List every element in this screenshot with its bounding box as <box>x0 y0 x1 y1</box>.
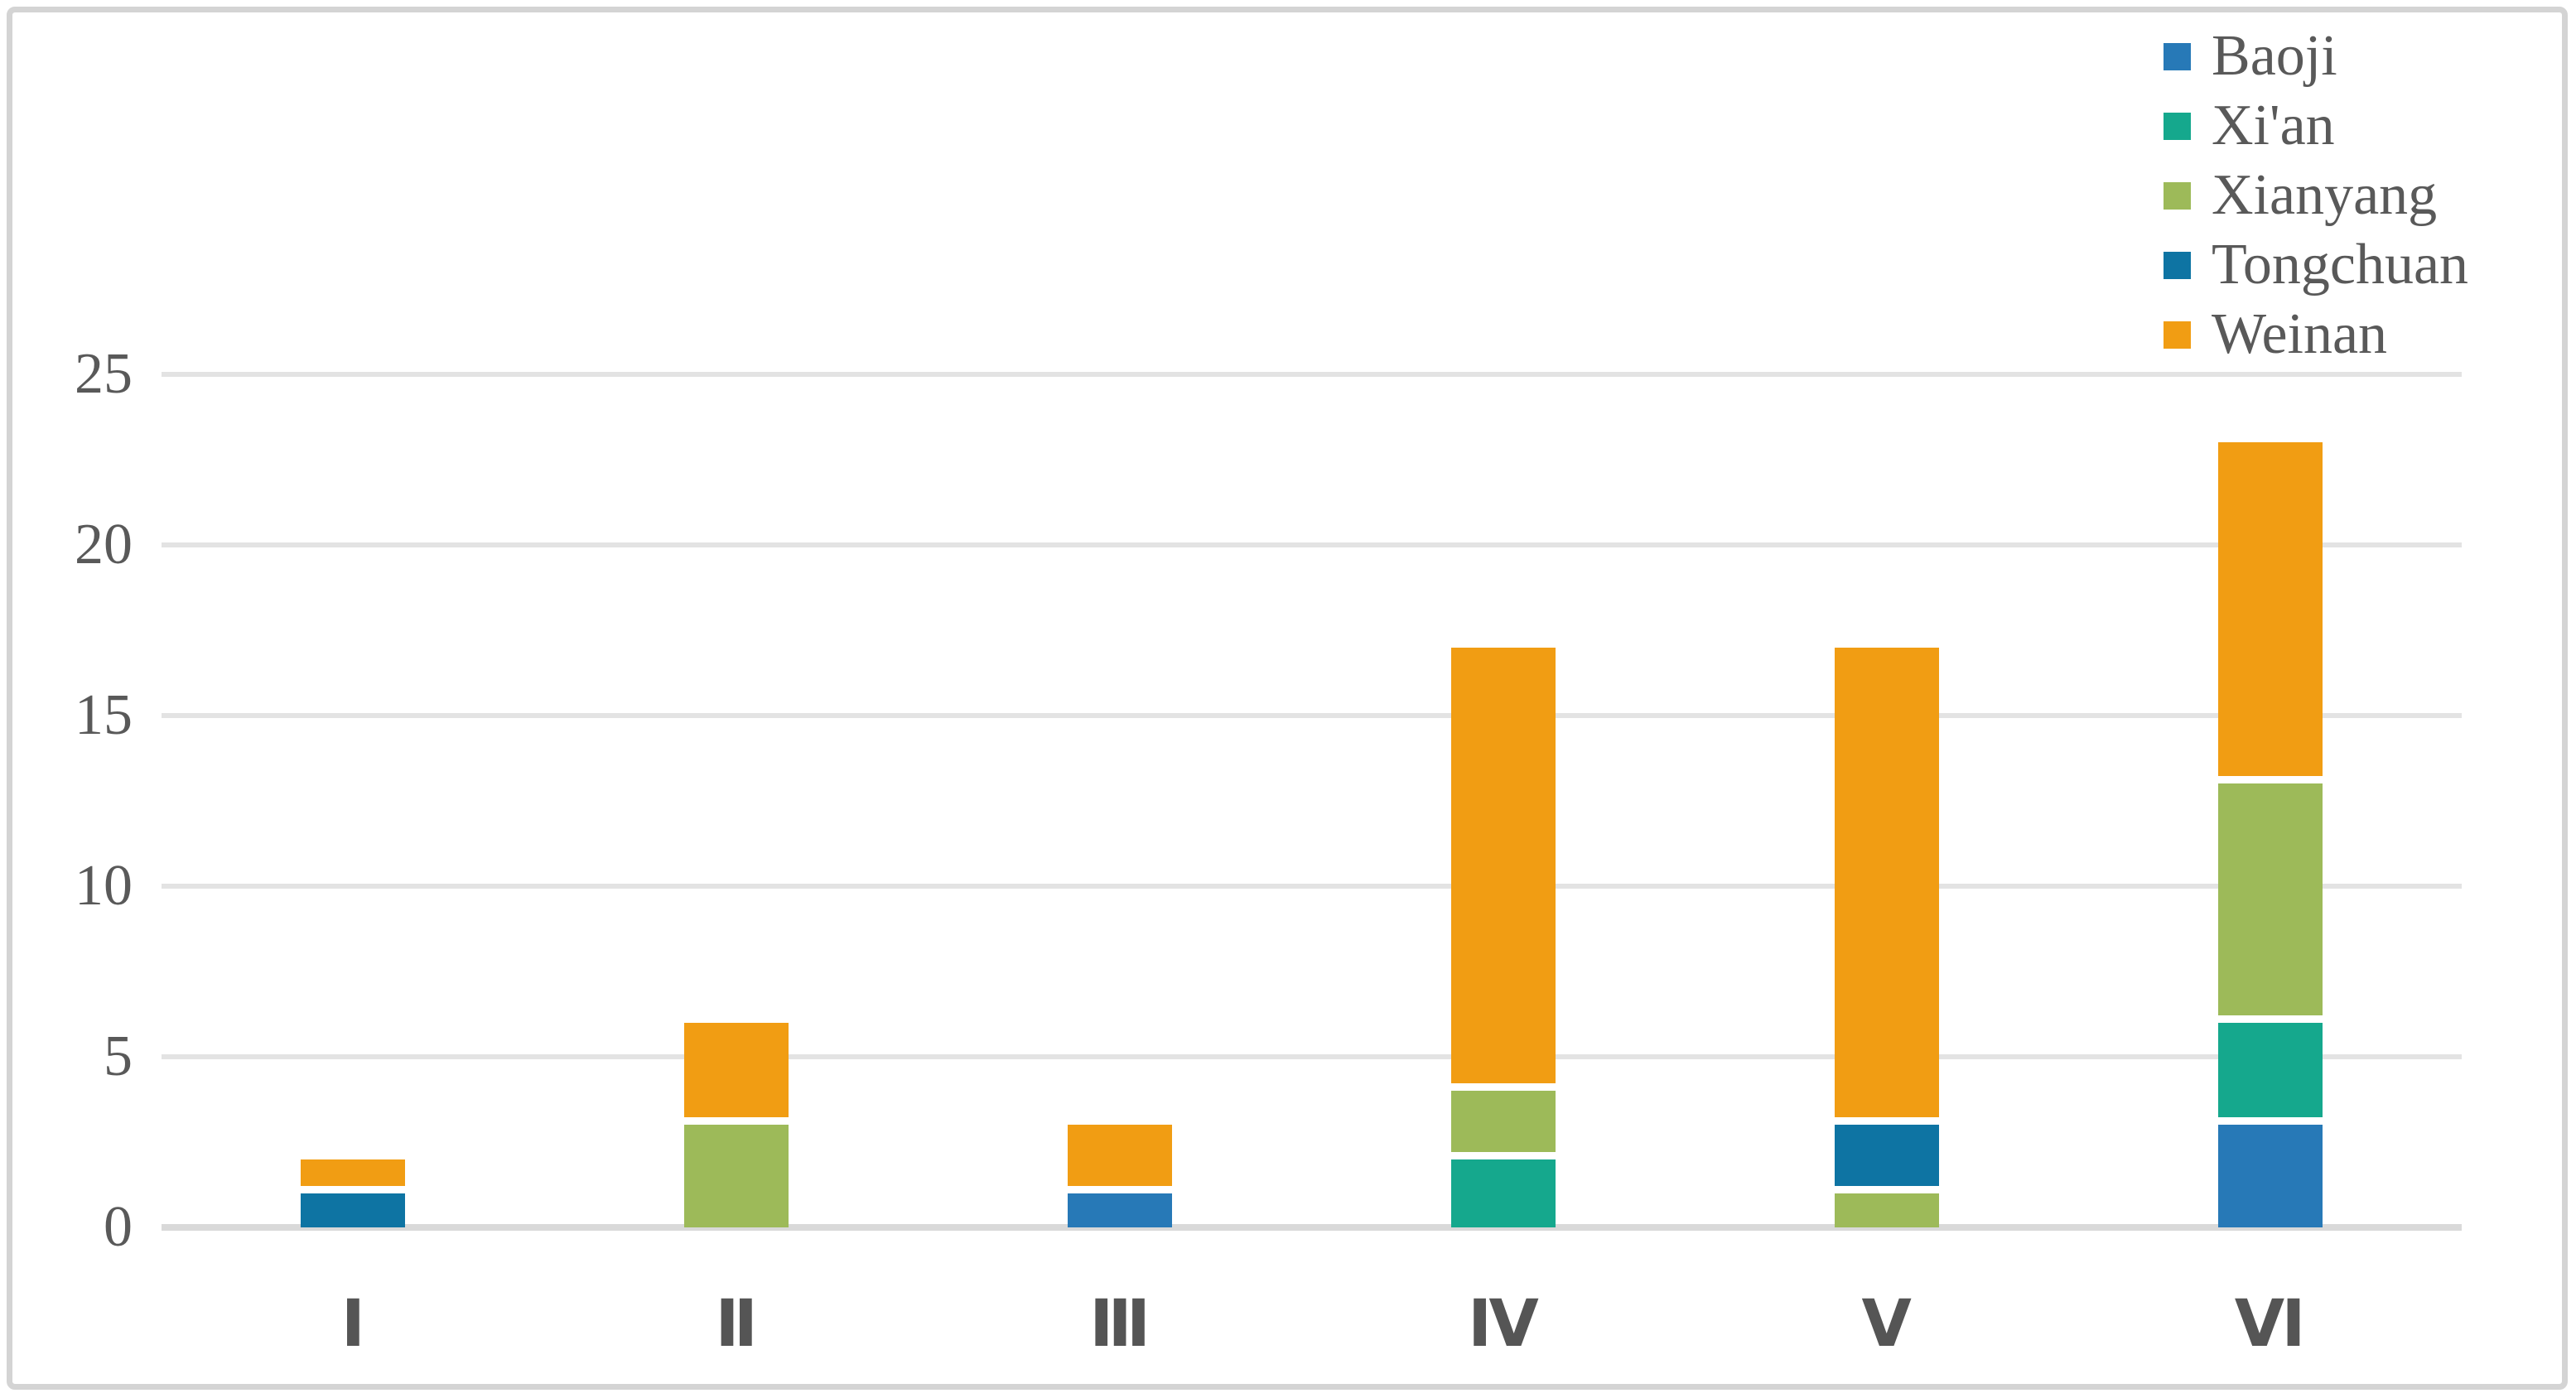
bar-segment-tongchuan <box>1834 1125 1939 1193</box>
legend-item-tongchuan: Tongchuan <box>2164 230 2468 300</box>
x-tick-label-5: Ⅴ <box>1861 1287 1912 1362</box>
x-tick-label-4: Ⅳ <box>1468 1287 1539 1362</box>
legend-item-xianyang: Xianyang <box>2164 161 2468 230</box>
legend-label: Weinan <box>2212 302 2388 366</box>
x-tick-label-1: Ⅰ <box>340 1287 365 1362</box>
legend-swatch-icon <box>2164 321 2191 349</box>
legend-item-baoji: Baoji <box>2164 22 2468 91</box>
gridline-y-5 <box>162 1054 2462 1059</box>
bar-stack-4 <box>1450 647 1556 1227</box>
legend-swatch-icon <box>2164 112 2191 140</box>
bar-segment-xianyang <box>684 1125 789 1227</box>
y-tick-label-15: 15 <box>75 683 133 747</box>
bar-segment-weinan <box>1834 647 1939 1126</box>
bar-segment-baoji <box>2217 1125 2323 1227</box>
bar-segment-baoji <box>1068 1193 1173 1227</box>
bar-stack-3 <box>1068 1125 1173 1227</box>
bar-segment-xian <box>1450 1159 1556 1227</box>
x-tick-label-2: Ⅱ <box>715 1287 758 1362</box>
bar-stack-5 <box>1834 647 1939 1227</box>
legend-label: Xianyang <box>2212 163 2438 227</box>
legend-swatch-icon <box>2164 251 2191 279</box>
bar-segment-weinan <box>684 1022 789 1126</box>
y-tick-label-20: 20 <box>75 513 133 576</box>
x-tick-label-6: Ⅵ <box>2234 1287 2306 1362</box>
bar-segment-weinan <box>1068 1125 1173 1193</box>
legend: Baoji Xi'an Xianyang Tongchuan Weinan <box>2164 22 2468 369</box>
x-tick-label-3: Ⅲ <box>1089 1287 1151 1362</box>
x-axis-baseline <box>162 1224 2462 1231</box>
legend-label: Tongchuan <box>2212 233 2469 296</box>
legend-swatch-icon <box>2164 181 2191 210</box>
y-tick-label-10: 10 <box>75 854 133 918</box>
bar-stack-6 <box>2217 442 2323 1227</box>
legend-item-xian: Xi'an <box>2164 91 2468 161</box>
bar-segment-xianyang <box>2217 783 2323 1023</box>
gridline-y-20 <box>162 542 2462 547</box>
bar-segment-weinan <box>301 1159 406 1193</box>
legend-item-weinan: Weinan <box>2164 300 2468 369</box>
gridline-y-25 <box>162 372 2462 377</box>
bar-stack-1 <box>301 1159 406 1227</box>
bar-stack-2 <box>684 1022 789 1227</box>
bar-segment-weinan <box>1450 647 1556 1092</box>
y-tick-label-5: 5 <box>104 1024 133 1088</box>
y-tick-label-25: 25 <box>75 342 133 406</box>
chart-frame-border <box>7 7 2568 1390</box>
bar-segment-tongchuan <box>301 1193 406 1227</box>
legend-label: Baoji <box>2212 24 2337 88</box>
bar-segment-weinan <box>2217 442 2323 784</box>
gridline-y-10 <box>162 884 2462 889</box>
bar-segment-xian <box>2217 1022 2323 1126</box>
bar-segment-xianyang <box>1834 1193 1939 1227</box>
legend-label: Xi'an <box>2212 94 2335 157</box>
y-tick-label-0: 0 <box>104 1195 133 1259</box>
gridline-y-15 <box>162 713 2462 718</box>
bar-segment-xianyang <box>1450 1091 1556 1159</box>
legend-swatch-icon <box>2164 42 2191 70</box>
plot-area <box>162 372 2462 1231</box>
